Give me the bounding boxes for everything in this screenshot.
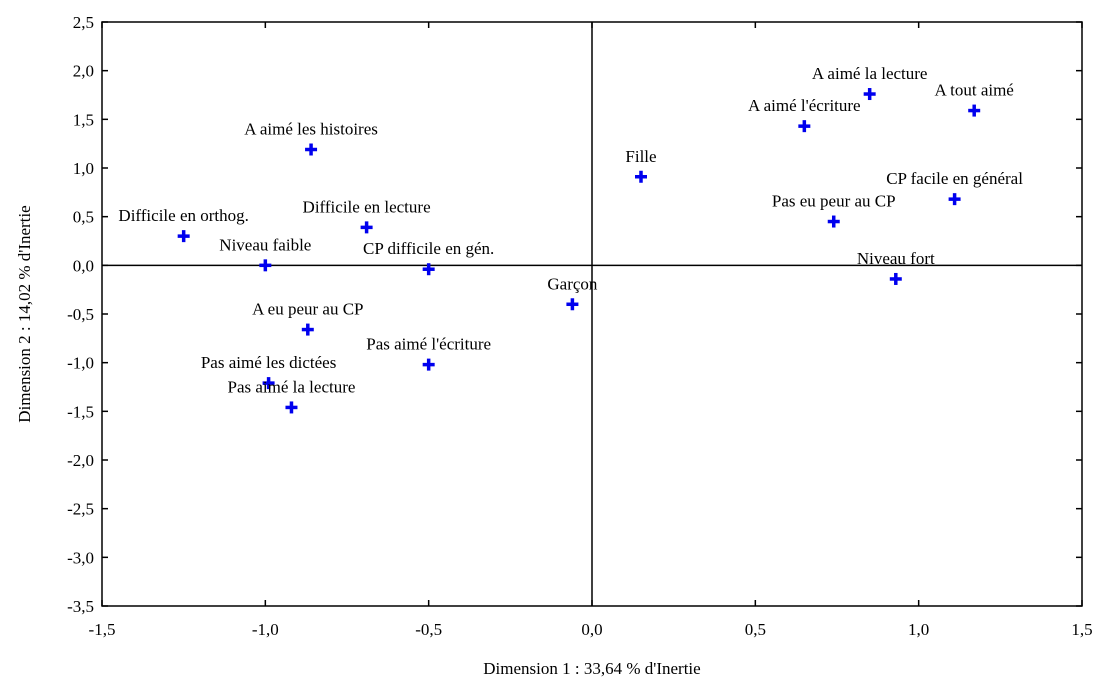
y-tick-label: 1,5 xyxy=(73,110,94,129)
y-tick-label: -2,5 xyxy=(67,500,94,519)
y-axis-ticks: 2,5 2,0 1,5 1,0 0,5 0,0 -0,5 -1,0 -1,5 -2,0 -2,5 -3… xyxy=(67,13,1082,616)
point-label: Difficile en lecture xyxy=(303,197,431,216)
point-label: Garçon xyxy=(547,274,598,293)
point-label: Difficile en orthog. xyxy=(118,206,248,225)
data-point: Difficile en lecture xyxy=(303,197,431,234)
point-label: Niveau fort xyxy=(857,249,935,268)
data-point: A tout aimé xyxy=(935,81,1014,117)
y-tick-label: -2,0 xyxy=(67,451,94,470)
x-axis-title: Dimension 1 : 33,64 % d'Inertie xyxy=(483,659,700,678)
y-tick-label: 0,5 xyxy=(73,208,94,227)
data-point: Pas eu peur au CP xyxy=(772,192,896,228)
data-point: Difficile en orthog. xyxy=(118,206,249,243)
data-point: Pas aimé la lecture xyxy=(228,377,356,414)
data-point: A aimé les histoires xyxy=(244,120,378,156)
point-label: Pas aimé les dictées xyxy=(201,353,337,372)
y-tick-label: 0,0 xyxy=(73,256,94,275)
data-point: CP facile en général xyxy=(886,169,1023,206)
point-label: A tout aimé xyxy=(935,81,1014,100)
x-axis-ticks: -1,5 -1,0 -0,5 0,0 0,5 1,0 1,5 xyxy=(89,22,1093,639)
point-label: A aimé les histoires xyxy=(244,120,378,139)
point-label: A aimé l'écriture xyxy=(748,96,861,115)
data-point: Fille xyxy=(625,147,657,183)
y-tick-label: -0,5 xyxy=(67,305,94,324)
data-point: Pas aimé les dictées xyxy=(201,353,337,390)
x-tick-label: 0,0 xyxy=(581,620,602,639)
y-tick-label: -1,5 xyxy=(67,402,94,421)
x-tick-label: -0,5 xyxy=(415,620,442,639)
data-point: A aimé l'écriture xyxy=(748,96,861,133)
y-tick-label: 2,0 xyxy=(73,62,94,81)
x-tick-label: 0,5 xyxy=(745,620,766,639)
data-point: A aimé la lecture xyxy=(812,64,928,101)
x-tick-label: -1,0 xyxy=(252,620,279,639)
y-tick-label: -3,0 xyxy=(67,548,94,567)
data-point: Pas aimé l'écriture xyxy=(366,335,491,371)
data-point: Niveau fort xyxy=(857,249,935,285)
data-point: Niveau faible xyxy=(219,235,311,272)
point-label: A eu peur au CP xyxy=(252,300,363,319)
y-axis-title: Dimension 2 : 14,02 % d'Inertie xyxy=(15,205,34,422)
data-point: A eu peur au CP xyxy=(252,300,364,336)
x-tick-label: -1,5 xyxy=(89,620,116,639)
data-points: A aimé la lecture A tout aimé A aimé l'écr… xyxy=(118,64,1023,414)
y-tick-label: 2,5 xyxy=(73,13,94,32)
point-label: Pas aimé la lecture xyxy=(228,377,356,396)
point-label: A aimé la lecture xyxy=(812,64,928,83)
point-label: Pas aimé l'écriture xyxy=(366,335,491,354)
y-tick-label: -1,0 xyxy=(67,354,94,373)
y-tick-label: 1,0 xyxy=(73,159,94,178)
data-point: Garçon xyxy=(547,274,598,311)
point-label: CP difficile en gén. xyxy=(363,239,494,258)
data-point: CP difficile en gén. xyxy=(363,239,494,276)
x-tick-label: 1,5 xyxy=(1071,620,1092,639)
point-label: Fille xyxy=(625,147,656,166)
point-label: Niveau faible xyxy=(219,235,311,254)
x-tick-label: 1,0 xyxy=(908,620,929,639)
point-label: Pas eu peur au CP xyxy=(772,192,896,211)
y-tick-label: -3,5 xyxy=(67,597,94,616)
point-label: CP facile en général xyxy=(886,169,1023,188)
